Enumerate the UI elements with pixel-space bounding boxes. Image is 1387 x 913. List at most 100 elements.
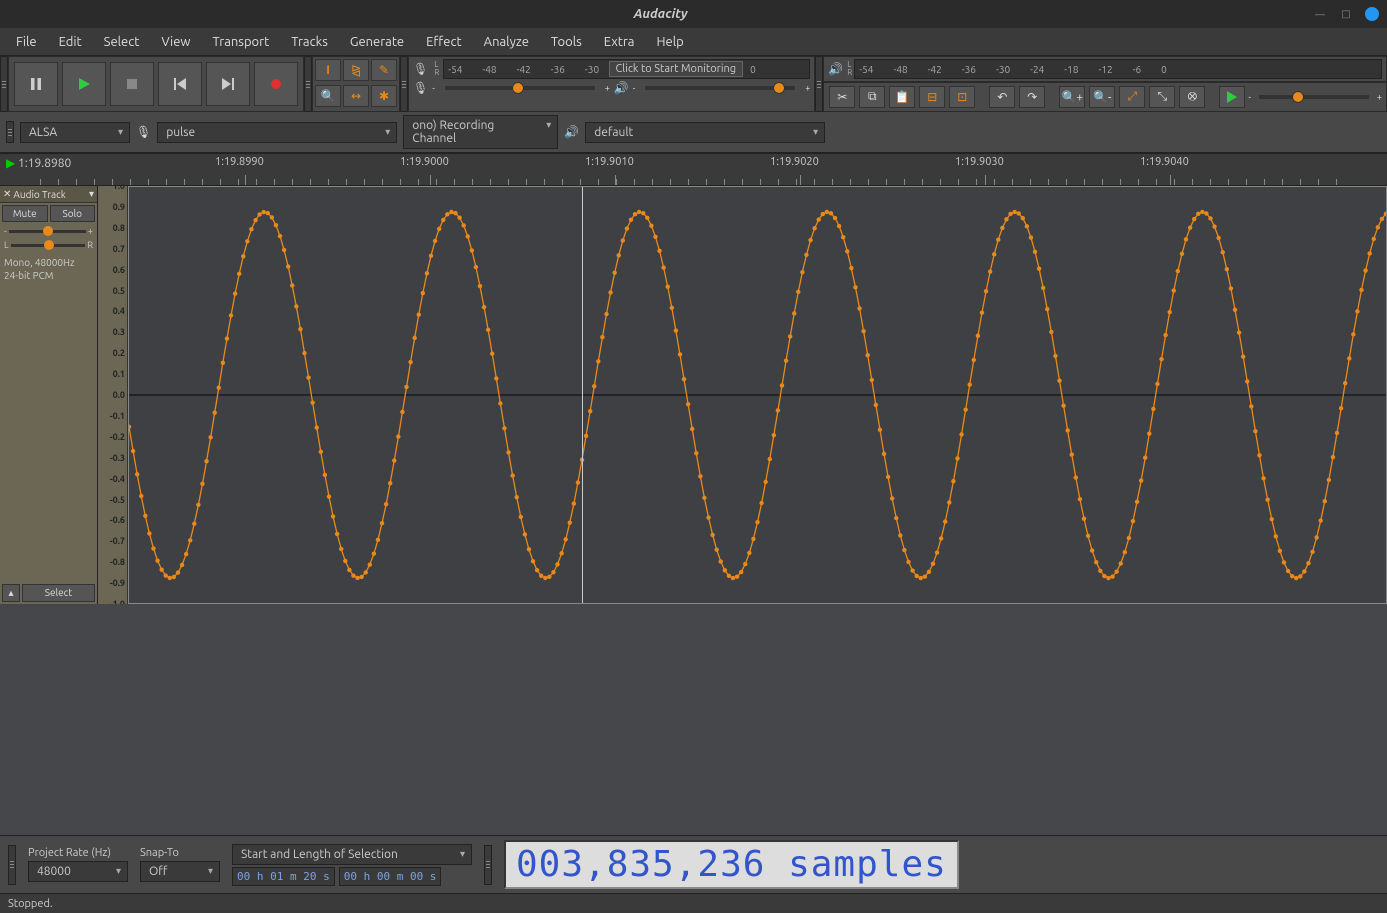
audio-host-dropdown[interactable]: ALSA bbox=[20, 122, 130, 143]
menu-effect[interactable]: Effect bbox=[416, 31, 472, 53]
snap-to-label: Snap-To bbox=[140, 847, 220, 859]
pan-slider[interactable] bbox=[11, 244, 86, 247]
play-speed-slider[interactable] bbox=[1259, 95, 1369, 99]
speaker-icon: 🔊 bbox=[564, 125, 579, 139]
edit-toolbar: ✂ ⧉ 📋 ⊟ ⊡ ↶ ↷ 🔍+ 🔍- ⤢ ⤡ ⭙ - + bbox=[823, 82, 1387, 112]
playback-meter[interactable]: -54-48-42-36-30-24-18-12-60 bbox=[854, 59, 1382, 79]
mute-button[interactable]: Mute bbox=[2, 205, 48, 222]
toolbar-grip[interactable] bbox=[8, 845, 16, 885]
menu-select[interactable]: Select bbox=[94, 31, 150, 53]
menu-analyze[interactable]: Analyze bbox=[474, 31, 539, 53]
pause-button[interactable] bbox=[14, 62, 58, 106]
silence-button[interactable]: ⊡ bbox=[949, 86, 975, 108]
close-icon[interactable] bbox=[1365, 7, 1379, 21]
stop-button[interactable] bbox=[110, 62, 154, 106]
record-channels-dropdown[interactable]: ono) Recording Channel bbox=[403, 115, 558, 149]
selection-tool-button[interactable]: I bbox=[315, 59, 341, 81]
menu-tracks[interactable]: Tracks bbox=[281, 31, 338, 53]
empty-track-area[interactable] bbox=[0, 604, 1387, 835]
track-format-label: Mono, 48000Hz 24-bit PCM bbox=[0, 252, 97, 286]
timeline-label: 1:19.9010 bbox=[585, 156, 634, 168]
zoom-tool-button[interactable]: 🔍 bbox=[315, 85, 341, 107]
undo-button[interactable]: ↶ bbox=[989, 86, 1015, 108]
paste-button[interactable]: 📋 bbox=[889, 86, 915, 108]
monitor-hint[interactable]: Click to Start Monitoring bbox=[609, 61, 744, 77]
maximize-icon[interactable]: □ bbox=[1339, 7, 1353, 21]
record-volume-slider[interactable] bbox=[445, 86, 595, 90]
zoom-toggle-button[interactable]: ⭙ bbox=[1179, 86, 1205, 108]
microphone-icon: 🎙 bbox=[413, 62, 428, 76]
status-bar: Stopped. bbox=[0, 893, 1387, 913]
toolbar-grip[interactable] bbox=[6, 121, 14, 143]
fit-selection-button[interactable]: ⤢ bbox=[1119, 86, 1145, 108]
timeline-label: 1:19.9040 bbox=[1140, 156, 1189, 168]
menu-view[interactable]: View bbox=[151, 31, 200, 53]
timeshift-tool-button[interactable]: ↔ bbox=[343, 85, 369, 107]
tools-toolbar: I ⧎ ✎ 🔍 ↔ ✱ bbox=[312, 56, 400, 112]
status-text: Stopped. bbox=[8, 898, 53, 910]
microphone-icon: 🎙 bbox=[413, 81, 428, 95]
zoom-out-button[interactable]: 🔍- bbox=[1089, 86, 1115, 108]
record-meter[interactable]: Click to Start Monitoring -54-48-42-36-3… bbox=[443, 59, 810, 79]
speaker-icon: 🔊 bbox=[828, 62, 843, 76]
solo-button[interactable]: Solo bbox=[50, 205, 96, 222]
menu-tools[interactable]: Tools bbox=[541, 31, 592, 53]
record-button[interactable] bbox=[254, 62, 298, 106]
main-menubar: FileEditSelectViewTransportTracksGenerat… bbox=[0, 28, 1387, 56]
collapse-track-icon[interactable]: ▴ bbox=[2, 584, 20, 602]
skip-end-button[interactable] bbox=[206, 62, 250, 106]
menu-help[interactable]: Help bbox=[646, 31, 693, 53]
select-track-button[interactable]: Select bbox=[22, 584, 95, 602]
timeline-label: 1:19.9020 bbox=[770, 156, 819, 168]
microphone-icon: 🎙 bbox=[136, 125, 151, 139]
minimize-icon[interactable]: — bbox=[1313, 7, 1327, 21]
window-titlebar: Audacity — □ bbox=[0, 0, 1387, 28]
selection-length-time[interactable]: 00 h 00 m 00 s bbox=[339, 867, 442, 886]
redo-button[interactable]: ↷ bbox=[1019, 86, 1045, 108]
multi-tool-button[interactable]: ✱ bbox=[371, 85, 397, 107]
timeline-label: 1:19.8990 bbox=[215, 156, 264, 168]
playhead-icon[interactable]: ▶ 1:19.8980 bbox=[6, 156, 71, 170]
meter-lr-label: LR bbox=[434, 61, 439, 77]
snap-to-dropdown[interactable]: Off bbox=[140, 861, 220, 882]
toolbar-grip[interactable] bbox=[815, 56, 823, 112]
menu-edit[interactable]: Edit bbox=[49, 31, 92, 53]
toolbars: I ⧎ ✎ 🔍 ↔ ✱ 🎙 LR Click to Start Monitori… bbox=[0, 56, 1387, 154]
play-button[interactable] bbox=[62, 62, 106, 106]
gain-slider[interactable] bbox=[9, 230, 86, 233]
selection-mode-dropdown[interactable]: Start and Length of Selection bbox=[232, 844, 472, 865]
envelope-tool-button[interactable]: ⧎ bbox=[343, 59, 369, 81]
playback-device-dropdown[interactable]: default bbox=[585, 122, 825, 143]
speaker-icon: 🔊 bbox=[614, 81, 629, 95]
timeline-ruler[interactable]: ▶ 1:19.8980 1:19.8990 1:19.9000 1:19.9010 1… bbox=[0, 154, 1387, 186]
skip-start-button[interactable] bbox=[158, 62, 202, 106]
toolbar-grip[interactable] bbox=[304, 56, 312, 112]
trim-button[interactable]: ⊟ bbox=[919, 86, 945, 108]
position-counter[interactable]: 003,835,236 samples bbox=[504, 840, 959, 889]
toolbar-grip[interactable] bbox=[0, 56, 8, 112]
toolbar-grip[interactable] bbox=[400, 56, 408, 112]
menu-transport[interactable]: Transport bbox=[203, 31, 280, 53]
project-rate-dropdown[interactable]: 48000 bbox=[28, 861, 128, 882]
track-menu-icon[interactable]: ▾ bbox=[89, 188, 94, 200]
menu-file[interactable]: File bbox=[6, 31, 47, 53]
track-name: Audio Track bbox=[13, 189, 87, 200]
copy-button[interactable]: ⧉ bbox=[859, 86, 885, 108]
close-track-icon[interactable]: ✕ bbox=[3, 188, 11, 200]
fit-project-button[interactable]: ⤡ bbox=[1149, 86, 1175, 108]
cut-button[interactable]: ✂ bbox=[829, 86, 855, 108]
record-meter-section: 🎙 LR Click to Start Monitoring -54-48-42… bbox=[408, 56, 815, 112]
record-device-dropdown[interactable]: pulse bbox=[157, 122, 397, 143]
meter-lr-label: LR bbox=[847, 61, 852, 77]
playback-volume-slider[interactable] bbox=[645, 86, 795, 90]
transport-toolbar bbox=[8, 56, 304, 112]
menu-extra[interactable]: Extra bbox=[594, 31, 645, 53]
menu-generate[interactable]: Generate bbox=[340, 31, 414, 53]
toolbar-grip[interactable] bbox=[484, 845, 492, 885]
waveform-view[interactable] bbox=[128, 186, 1387, 604]
selection-start-time[interactable]: 00 h 01 m 20 s bbox=[232, 867, 335, 886]
zoom-in-button[interactable]: 🔍+ bbox=[1059, 86, 1085, 108]
draw-tool-button[interactable]: ✎ bbox=[371, 59, 397, 81]
timeline-label: 1:19.9000 bbox=[400, 156, 449, 168]
play-at-speed-button[interactable] bbox=[1219, 86, 1245, 108]
